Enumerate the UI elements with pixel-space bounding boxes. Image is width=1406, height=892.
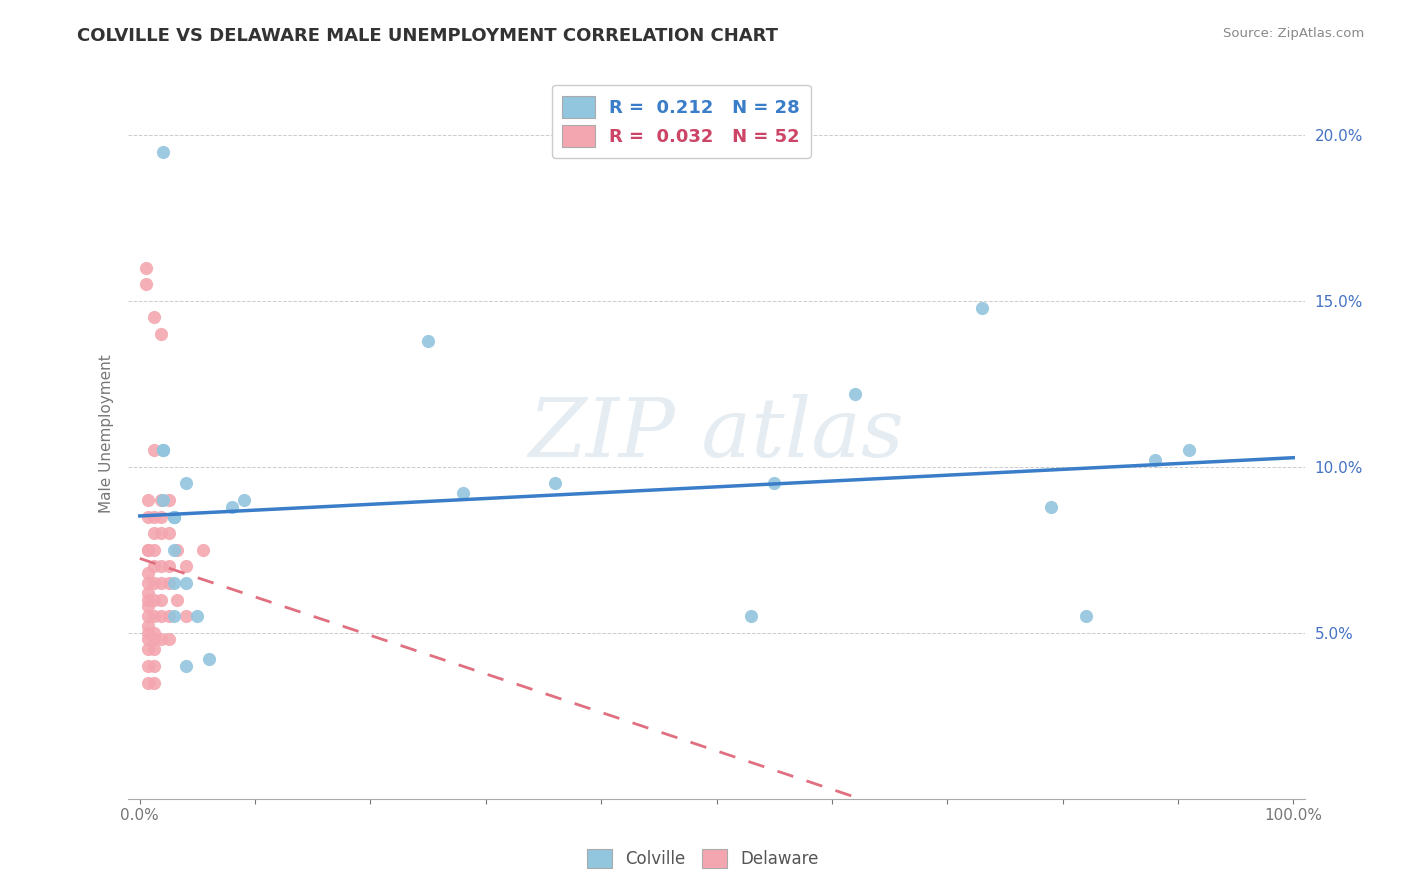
Point [157, 493, 180, 508]
Point [136, 576, 159, 591]
Point [135, 260, 157, 275]
Point [149, 592, 172, 607]
Point [418, 334, 440, 348]
Point [174, 476, 197, 491]
Point [166, 592, 188, 607]
Point [149, 493, 172, 508]
Point [174, 609, 197, 624]
Text: Source: ZipAtlas.com: Source: ZipAtlas.com [1223, 27, 1364, 40]
Point [152, 443, 174, 458]
Text: COLVILLE VS DELAWARE MALE UNEMPLOYMENT CORRELATION CHART: COLVILLE VS DELAWARE MALE UNEMPLOYMENT C… [77, 27, 779, 45]
Point [149, 576, 172, 591]
Point [1143, 453, 1166, 467]
Point [142, 526, 165, 541]
Point [157, 559, 180, 574]
Point [142, 642, 165, 657]
Point [136, 632, 159, 647]
Point [136, 625, 159, 640]
Point [149, 526, 172, 541]
Text: ZIP atlas: ZIP atlas [529, 393, 904, 474]
Point [142, 659, 165, 673]
Point [221, 500, 243, 514]
Point [740, 609, 762, 624]
Point [142, 559, 165, 574]
Point [149, 632, 172, 647]
Point [149, 609, 172, 624]
Point [152, 493, 174, 508]
Point [163, 542, 186, 557]
Point [163, 509, 186, 524]
Point [157, 609, 180, 624]
Point [451, 486, 474, 500]
Point [136, 659, 159, 673]
Point [1178, 443, 1201, 458]
Point [142, 625, 165, 640]
Point [1074, 609, 1097, 624]
Point [142, 576, 165, 591]
Point [136, 509, 159, 524]
Point [157, 632, 180, 647]
Point [544, 476, 567, 491]
Point [142, 509, 165, 524]
Point [763, 476, 786, 491]
Point [142, 542, 165, 557]
Point [157, 526, 180, 541]
Point [970, 301, 993, 315]
Point [174, 576, 197, 591]
Point [136, 592, 159, 607]
Point [193, 542, 215, 557]
Point [136, 642, 159, 657]
Point [149, 327, 172, 342]
Y-axis label: Male Unemployment: Male Unemployment [100, 354, 114, 513]
Point [136, 493, 159, 508]
Point [142, 592, 165, 607]
Point [136, 542, 159, 557]
Point [136, 566, 159, 580]
Point [142, 443, 165, 458]
Point [1040, 500, 1063, 514]
Point [136, 609, 159, 624]
Point [136, 619, 159, 633]
Point [142, 632, 165, 647]
Point [152, 443, 174, 458]
Point [136, 599, 159, 614]
Point [232, 493, 254, 508]
Point [136, 542, 159, 557]
Point [142, 609, 165, 624]
Point [142, 675, 165, 690]
Point [163, 509, 186, 524]
Point [152, 145, 174, 159]
Point [136, 675, 159, 690]
Point [163, 576, 186, 591]
Point [157, 576, 180, 591]
Point [135, 277, 157, 292]
Point [149, 509, 172, 524]
Point [163, 509, 186, 524]
Point [174, 659, 197, 673]
Point [174, 559, 197, 574]
Point [186, 609, 208, 624]
Point [142, 310, 165, 325]
Point [136, 586, 159, 600]
Point [844, 386, 866, 401]
Point [163, 609, 186, 624]
Point [166, 542, 188, 557]
Point [149, 559, 172, 574]
Legend: R =  0.212   N = 28, R =  0.032   N = 52: R = 0.212 N = 28, R = 0.032 N = 52 [551, 85, 811, 158]
Legend: Colville, Delaware: Colville, Delaware [581, 843, 825, 875]
Point [198, 652, 221, 666]
